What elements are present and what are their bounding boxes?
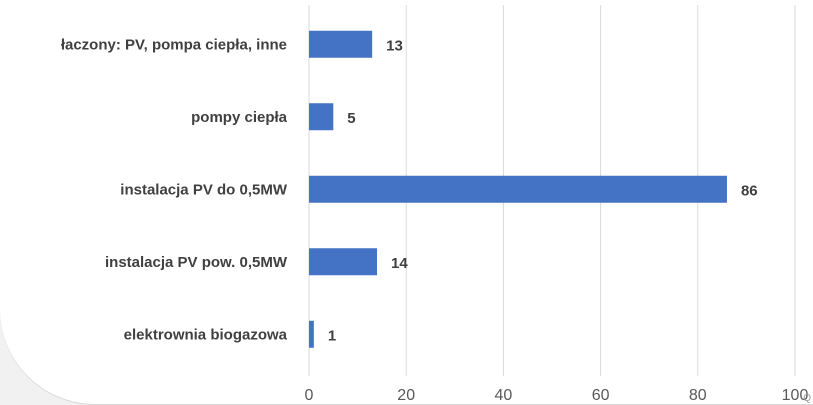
- bar: [309, 320, 314, 348]
- x-tick-label: 0: [305, 387, 314, 404]
- x-tick-label: 20: [397, 387, 415, 404]
- value-label: 13: [386, 37, 403, 54]
- value-label: 5: [347, 110, 355, 127]
- category-label: elektrownia biogazowa: [124, 326, 288, 343]
- x-tick-label: 100: [782, 387, 809, 404]
- category-label: pompy ciepła: [191, 109, 288, 126]
- bar: [309, 103, 334, 131]
- bar: [309, 175, 727, 203]
- bar: [309, 30, 373, 58]
- category-label: instalacja PV pow. 0,5MW: [105, 254, 288, 271]
- corner-mark: Q: [803, 393, 811, 404]
- x-tick-label: 80: [689, 387, 707, 404]
- category-label: łaczony: PV, pompa ciepła, inne: [61, 36, 287, 53]
- value-label: 86: [741, 182, 758, 199]
- x-tick-label: 60: [592, 387, 610, 404]
- category-label: instalacja PV do 0,5MW: [120, 181, 288, 198]
- x-tick-label: 40: [495, 387, 513, 404]
- bar: [309, 248, 378, 276]
- value-label: 14: [391, 255, 408, 272]
- value-label: 1: [328, 327, 336, 344]
